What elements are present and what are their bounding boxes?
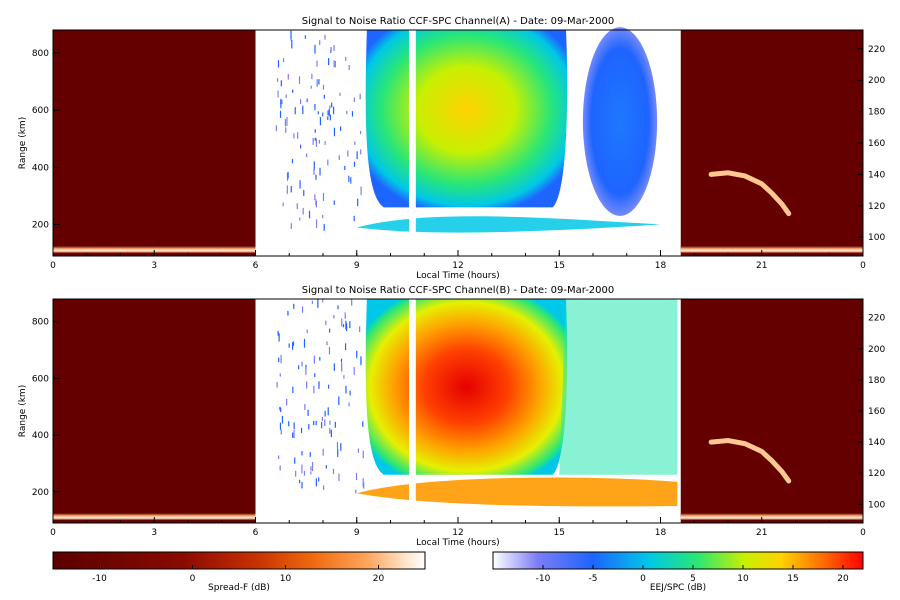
- colorbar-tick-label: 15: [787, 574, 798, 584]
- x-tick-label: 12: [452, 528, 463, 538]
- colorbar-tick-label: 20: [837, 574, 849, 584]
- y-tick-label: 400: [32, 431, 49, 441]
- y2-tick-label: 220: [868, 314, 885, 324]
- x-tick-label: 3: [151, 261, 157, 271]
- y2-tick-label: 220: [868, 45, 885, 55]
- y2-tick-label: 120: [868, 202, 885, 212]
- spread-f-bottom-layer-right: [680, 245, 863, 254]
- colorbar-spread-f-label: Spread-F (dB): [208, 583, 270, 593]
- x-tick-label: 15: [554, 528, 565, 538]
- eej-echo-upper-right: [559, 299, 678, 475]
- y-axis-label: Range (km): [18, 385, 28, 437]
- spread-f-region-right: [680, 30, 863, 256]
- data-gap: [409, 299, 416, 523]
- spread-f-echo-band: [708, 170, 792, 217]
- panel-b: Signal to Noise Ratio CCF-SPC Channel(B)…: [18, 285, 885, 548]
- y2-tick-label: 140: [868, 438, 885, 448]
- y2-tick-label: 160: [868, 139, 885, 149]
- y-axis-right: 100 120 140 160 180 200 220: [857, 314, 885, 510]
- noise-marks: [276, 299, 365, 494]
- colorbar-eej-spc-bar: [492, 551, 864, 570]
- panel-title: Signal to Noise Ratio CCF-SPC Channel(A)…: [302, 16, 614, 27]
- y2-tick-label: 100: [868, 233, 885, 243]
- y-axis-right: 100 120 140 160 180 200 220: [857, 45, 885, 243]
- colorbar-spread-f: -10 0 10 20 Spread-F (dB): [52, 551, 426, 593]
- y2-tick-label: 180: [868, 376, 885, 386]
- x-tick-label: 0: [50, 261, 56, 271]
- y2-tick-label: 160: [868, 407, 885, 417]
- y2-tick-label: 200: [868, 345, 885, 355]
- colorbar-tick-label: -5: [589, 574, 598, 584]
- colorbar-tick-label: 5: [690, 574, 696, 584]
- colorbar-tick-label: 20: [373, 574, 385, 584]
- y-tick-label: 200: [32, 488, 49, 498]
- spread-f-bottom-layer-left: [53, 513, 256, 521]
- x-axis-label: Local Time (hours): [416, 271, 499, 281]
- noise-marks: [275, 30, 362, 231]
- eej-echo-lower-layer: [356, 477, 678, 507]
- colorbar-eej-spc-label: EEJ/SPC (dB): [650, 583, 706, 593]
- y2-tick-label: 180: [868, 108, 885, 118]
- colorbar-spread-f-bar: [52, 551, 426, 570]
- colorbar-eej-spc: -10 -5 0 5 10 15 20 EEJ/SPC (dB): [492, 551, 864, 593]
- panel-a: Signal to Noise Ratio CCF-SPC Channel(A)…: [18, 16, 885, 281]
- x-tick-label: 6: [253, 528, 259, 538]
- x-tick-label: 6: [253, 261, 259, 271]
- y2-tick-label: 120: [868, 469, 885, 479]
- colorbar-tick-label: 10: [280, 574, 292, 584]
- y-tick-label: 600: [32, 106, 49, 116]
- spread-f-region-left: [53, 299, 256, 523]
- colorbar-tick-label: 0: [640, 574, 646, 584]
- x-tick-label: 0: [50, 528, 56, 538]
- y-tick-label: 400: [32, 163, 49, 173]
- eej-echo-lower-layer: [356, 216, 661, 233]
- y2-tick-label: 100: [868, 500, 885, 510]
- colorbar-tick-label: -10: [92, 574, 107, 584]
- y-tick-label: 800: [32, 49, 49, 59]
- y2-tick-label: 140: [868, 170, 885, 180]
- y-tick-label: 200: [32, 221, 49, 231]
- x-tick-label: 21: [756, 261, 767, 271]
- x-axis: 0 3 6 9 12 15 18 21 0 Local Time (hours): [50, 517, 866, 548]
- eej-echo-late: [582, 27, 658, 216]
- x-tick-label: 18: [655, 261, 667, 271]
- x-tick-label: 0: [860, 261, 866, 271]
- y-tick-label: 600: [32, 374, 49, 384]
- y2-tick-label: 200: [868, 76, 885, 86]
- panel-title: Signal to Noise Ratio CCF-SPC Channel(B)…: [302, 285, 615, 296]
- x-tick-label: 12: [452, 261, 463, 271]
- spread-f-echo-band: [708, 438, 792, 484]
- colorbar-tick-label: -10: [536, 574, 551, 584]
- y-axis-left: 200 400 600 800 Range (km): [18, 318, 60, 498]
- spread-f-bottom-layer-left: [53, 245, 256, 254]
- y-axis-left: 200 400 600 800 Range (km): [18, 49, 60, 231]
- x-tick-label: 9: [354, 261, 360, 271]
- spread-f-region-right: [680, 299, 863, 523]
- colorbar-tick-label: 0: [190, 574, 196, 584]
- eej-echo-main: [365, 299, 568, 475]
- data-gap: [409, 30, 416, 256]
- x-tick-label: 9: [354, 528, 360, 538]
- eej-echo-main: [365, 30, 568, 208]
- spread-f-bottom-layer-right: [680, 513, 863, 521]
- x-tick-label: 21: [756, 528, 767, 538]
- y-axis-label: Range (km): [18, 117, 28, 169]
- x-tick-label: 3: [151, 528, 157, 538]
- x-tick-label: 18: [655, 528, 667, 538]
- colorbar-tick-label: 10: [737, 574, 749, 584]
- x-tick-label: 15: [554, 261, 565, 271]
- x-axis-label: Local Time (hours): [416, 538, 499, 548]
- x-axis: 0 3 6 9 12 15 18 21 0 Local Time (hours): [50, 250, 866, 281]
- spread-f-region-left: [53, 30, 256, 256]
- x-tick-label: 0: [860, 528, 866, 538]
- y-tick-label: 800: [32, 318, 49, 328]
